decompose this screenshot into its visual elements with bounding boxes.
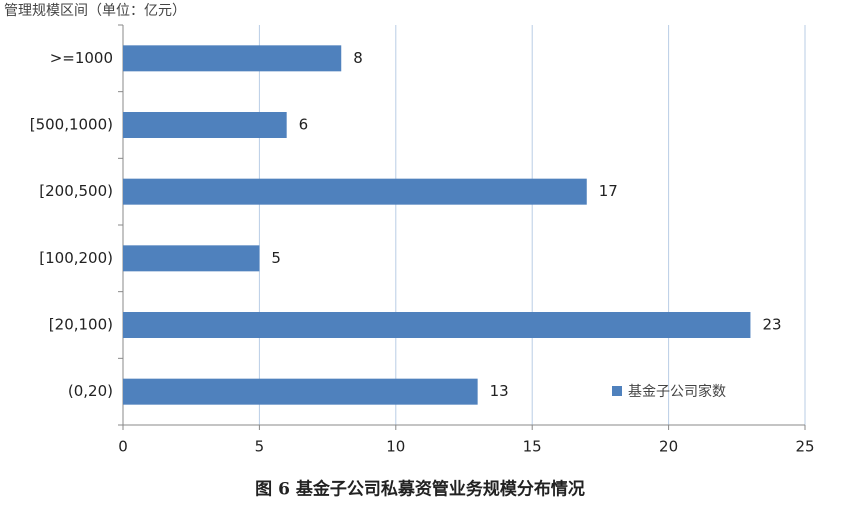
y-tick-label: [200,500) [39,182,113,200]
data-label: 17 [599,182,618,200]
x-tick-label: 25 [795,438,814,456]
y-tick-label: (0,20) [68,382,113,400]
x-tick-label: 0 [118,438,128,456]
bar [123,312,751,338]
x-tick-label: 5 [255,438,265,456]
y-tick-label: [100,200) [39,249,113,267]
data-label: 13 [490,382,509,400]
legend-label: 基金子公司家数 [628,383,726,400]
bar [123,245,260,272]
y-tick-label: [20,100) [49,316,113,334]
bar [123,378,478,405]
data-label: 5 [271,249,281,267]
x-tick-label: 15 [523,438,542,456]
caption: 图 6 基金子公司私募资管业务规模分布情况 [255,479,585,500]
legend-swatch [612,386,622,396]
bar [123,178,587,205]
bar [123,45,342,72]
data-label: 6 [299,116,309,134]
bar [123,112,287,138]
data-label: 8 [353,49,363,67]
y-tick-label: >=1000 [50,49,113,67]
x-tick-label: 20 [659,438,678,456]
data-label: 23 [762,316,781,334]
x-tick-label: 10 [386,438,405,456]
axis-title: 管理规模区间（单位：亿元） [4,3,186,19]
y-tick-label: [500,1000) [30,116,113,134]
